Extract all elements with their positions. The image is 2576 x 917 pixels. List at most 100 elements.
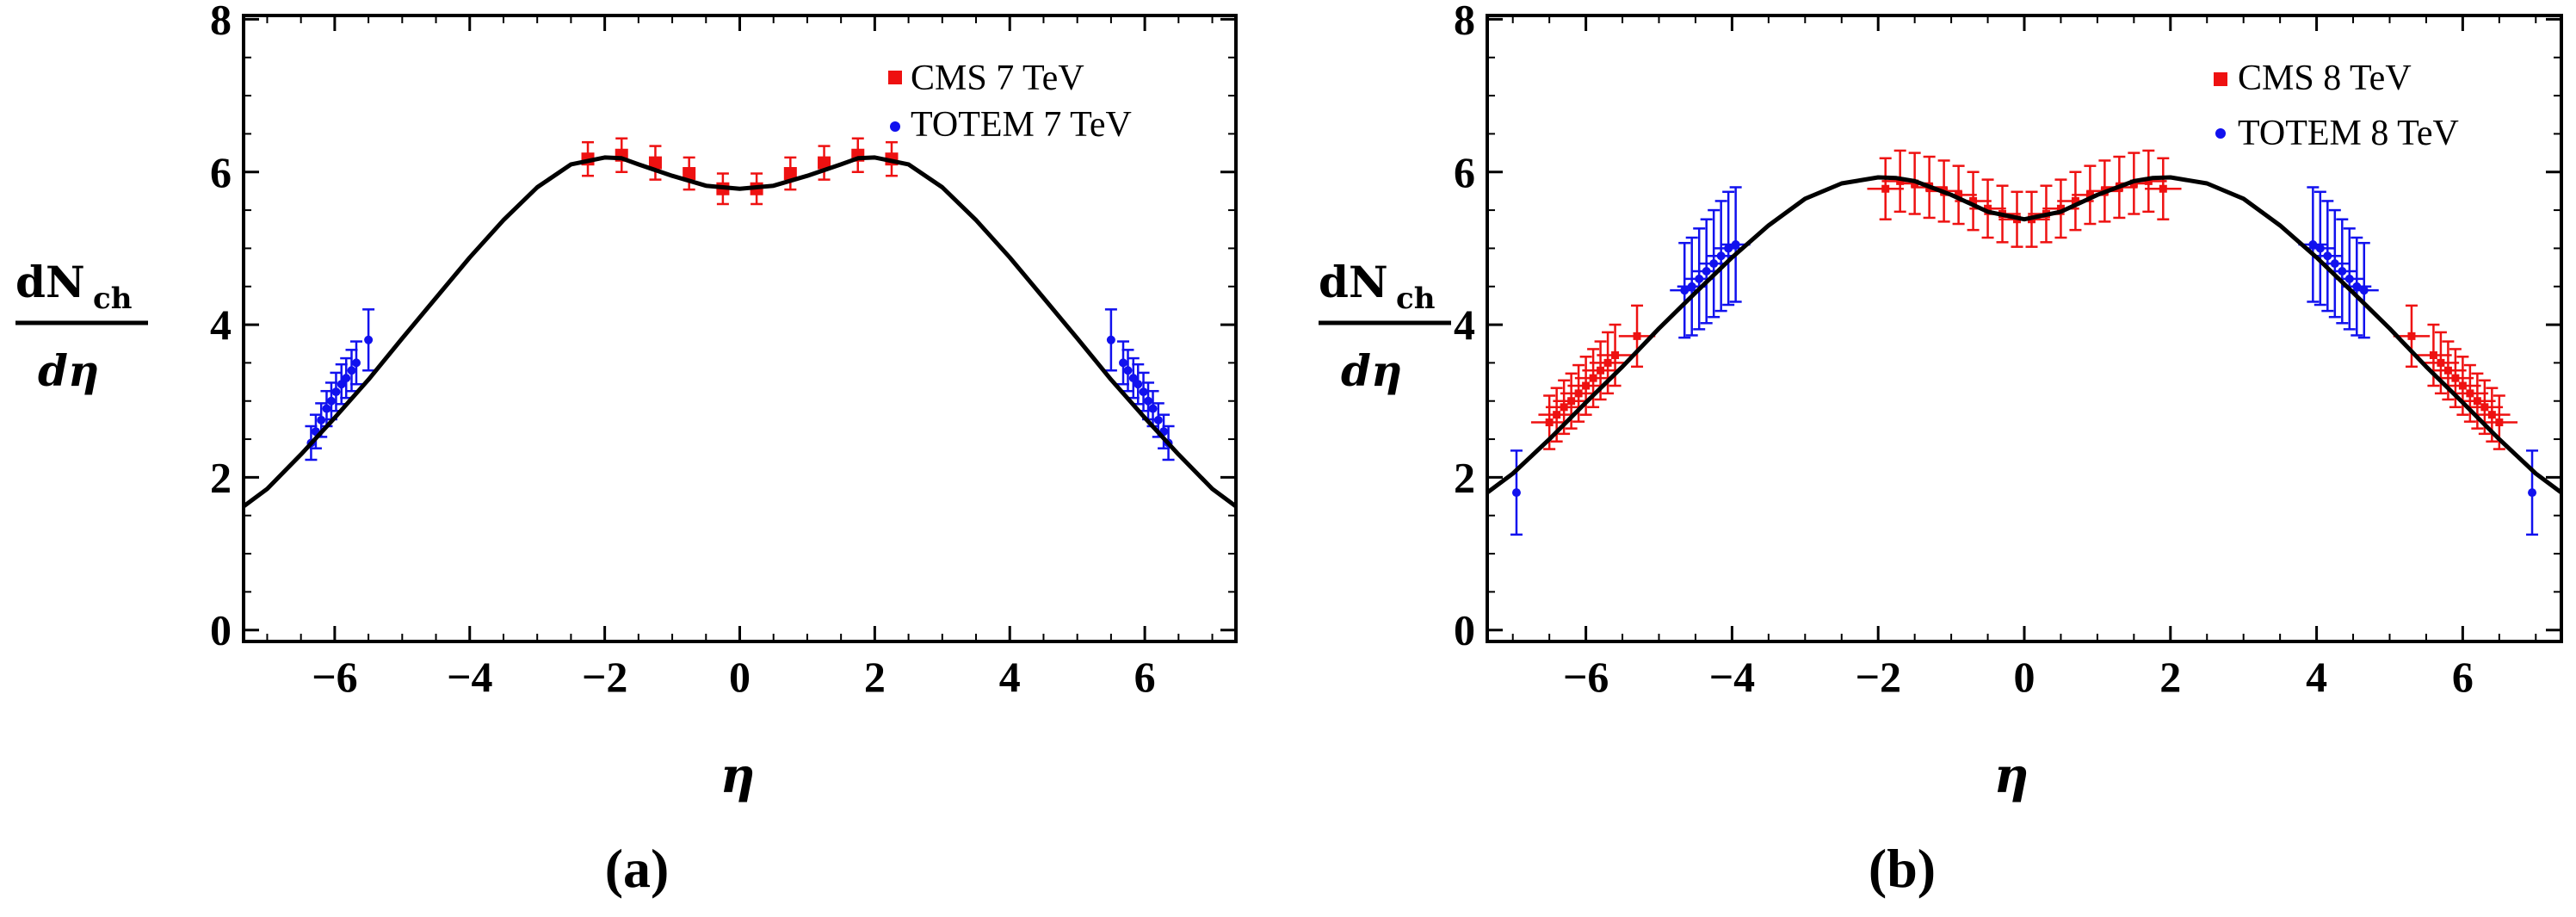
panel-a-legend-cms-marker	[888, 71, 902, 84]
panel-a-totem-point	[1106, 335, 1115, 344]
panel-b-plot-area	[1487, 149, 2561, 536]
panel-b-xtick-label: 2	[2159, 653, 2181, 701]
panel-b-ytick-label: 8	[1454, 0, 1475, 43]
panel-b-ytick-label: 6	[1454, 148, 1475, 196]
panel-a-xtick-label: 4	[999, 653, 1021, 701]
panel-b-totem-point	[1695, 274, 1704, 283]
panel-b-ytick-label: 0	[1454, 606, 1475, 654]
panel-b-cms-point	[1984, 204, 1992, 213]
panel-b-legend-cms-marker	[2214, 72, 2227, 86]
panel-a-ytick-label: 8	[210, 0, 232, 43]
panel-b-totem-point	[2323, 251, 2332, 261]
panel-a-cms-point	[648, 156, 662, 170]
panel-a-cms-point	[818, 156, 831, 170]
panel-a-xtick-label: 6	[1134, 653, 1156, 701]
panel-b-totem-point	[2352, 282, 2362, 291]
panel-b-ytick-label: 2	[1454, 453, 1475, 501]
panel-b-cms-point	[1896, 177, 1905, 185]
panel-b-totem-point	[1716, 251, 1726, 261]
panel-a-totem-point	[1144, 396, 1153, 406]
panel-b-label: (b)	[1869, 838, 1936, 899]
panel-a-totem-point	[347, 366, 356, 375]
panel-a-ytick-label: 2	[210, 453, 232, 501]
panel-a-totem-point	[364, 335, 374, 344]
panel-b-ylabel-denominator: dη	[1341, 345, 1402, 396]
panel-b-cms-point	[1611, 351, 1620, 360]
panel-b-xlabel: η	[1994, 747, 2029, 804]
panel-b-xtick-label: −4	[1709, 653, 1756, 701]
panel-a-chart: dN ch dη η (a) CMS 7 TeV TOTEM 7 TeV −6 −…	[15, 0, 1238, 899]
panel-a-ytick-label: 4	[210, 301, 232, 349]
panel-a-cms-point	[683, 167, 696, 181]
panel-b-cms-point	[2495, 418, 2504, 427]
panel-a-totem-point	[322, 404, 331, 413]
panel-b-totem-point	[2359, 286, 2369, 295]
panel-b-cms-point	[2437, 358, 2445, 367]
panel-b-cms-point	[1597, 366, 1605, 375]
panel-b-xtick-label: 0	[2014, 653, 2035, 701]
panel-b-legend-totem-label: TOTEM 8 TeV	[2238, 114, 2459, 153]
panel-b-cms-point	[2085, 190, 2094, 199]
panel-b-cms-point	[1582, 381, 1591, 390]
panel-b-totem-point	[1687, 282, 1696, 291]
panel-b-xtick-label: 6	[2452, 653, 2474, 701]
panel-b-cms-point	[2056, 204, 2065, 213]
panel-b-cms-point	[1567, 397, 1576, 406]
panel-b-cms-point	[2407, 331, 2416, 340]
panel-a-totem-point	[317, 415, 326, 424]
panel-a-totem-point	[1148, 404, 1158, 413]
panel-b-cms-point	[2071, 196, 2079, 205]
panel-a-ylabel-main: dN	[15, 257, 85, 307]
panel-b-legend-totem-marker	[2215, 128, 2226, 139]
panel-a-ytick-label: 0	[210, 606, 232, 654]
panel-a-xlabel: η	[720, 747, 756, 804]
panel-b-ylabel-sub: ch	[1396, 282, 1435, 316]
panel-b-totem-point	[2308, 239, 2318, 249]
panel-b-chart: dN ch dη η (b) CMS 8 TeV TOTEM 8 TeV −6 −…	[1319, 0, 2563, 899]
panel-b-cms-point	[2466, 389, 2474, 398]
panel-b-totem-point	[2344, 274, 2354, 283]
panel-b-totem-point	[1724, 244, 1733, 253]
panel-b-ylabel-main: dN	[1319, 257, 1388, 307]
panel-a-xtick-label: 0	[729, 653, 751, 701]
panel-a-totem-point	[331, 387, 341, 397]
panel-b-totem-point	[1680, 286, 1690, 295]
panel-b-cms-point	[1603, 358, 1612, 367]
panel-a-totem-point	[351, 358, 361, 368]
panel-b-totem-point	[1702, 267, 1711, 276]
panel-b-cms-point	[1969, 196, 1978, 205]
panel-a-plot-area	[244, 137, 1236, 509]
panel-b-ytick-label: 4	[1454, 301, 1475, 349]
panel-b-cms-point	[2159, 184, 2167, 193]
panel-b-totem-point	[2338, 267, 2347, 276]
panel-a-legend-totem-marker	[890, 121, 900, 132]
panel-a-totem-point	[326, 396, 336, 406]
panel-b-cms-point	[2451, 374, 2460, 382]
panel-b-cms-point	[2144, 177, 2153, 185]
panel-a-legend-cms-label: CMS 7 TeV	[911, 59, 1084, 98]
panel-b-cms-point	[2473, 397, 2481, 406]
panel-b-cms-point	[1633, 331, 1641, 340]
panel-b-totem-point	[1731, 239, 1740, 249]
panel-a-cms-point	[783, 167, 797, 181]
panel-b-cms-point	[2487, 411, 2496, 419]
panel-a-xtick-label: −4	[447, 653, 493, 701]
panel-a-xtick-label: −6	[312, 653, 358, 701]
panel-b-cms-point	[2458, 381, 2467, 390]
panel-b-cms-point	[2480, 403, 2489, 412]
panel-a-totem-point	[1139, 387, 1148, 397]
panel-a-label: (a)	[605, 838, 670, 899]
panel-a-totem-point	[1134, 380, 1143, 389]
panel-a-totem-point	[1119, 358, 1128, 368]
panel-a-totem-point	[1153, 415, 1163, 424]
panel-a-totem-point	[342, 374, 351, 383]
panel-b-legend-cms-label: CMS 8 TeV	[2238, 59, 2412, 98]
panel-b-totem-point	[2528, 488, 2537, 498]
panel-b-model-curve	[1487, 175, 2561, 495]
panel-a-ylabel-denominator: dη	[38, 345, 99, 396]
panel-b-totem-point	[1709, 259, 1719, 269]
panel-b-cms-point	[2429, 351, 2437, 360]
panel-a-model-curve	[244, 155, 1236, 509]
panel-a-totem-point	[1128, 374, 1138, 383]
panel-a-totem-point	[337, 380, 346, 389]
